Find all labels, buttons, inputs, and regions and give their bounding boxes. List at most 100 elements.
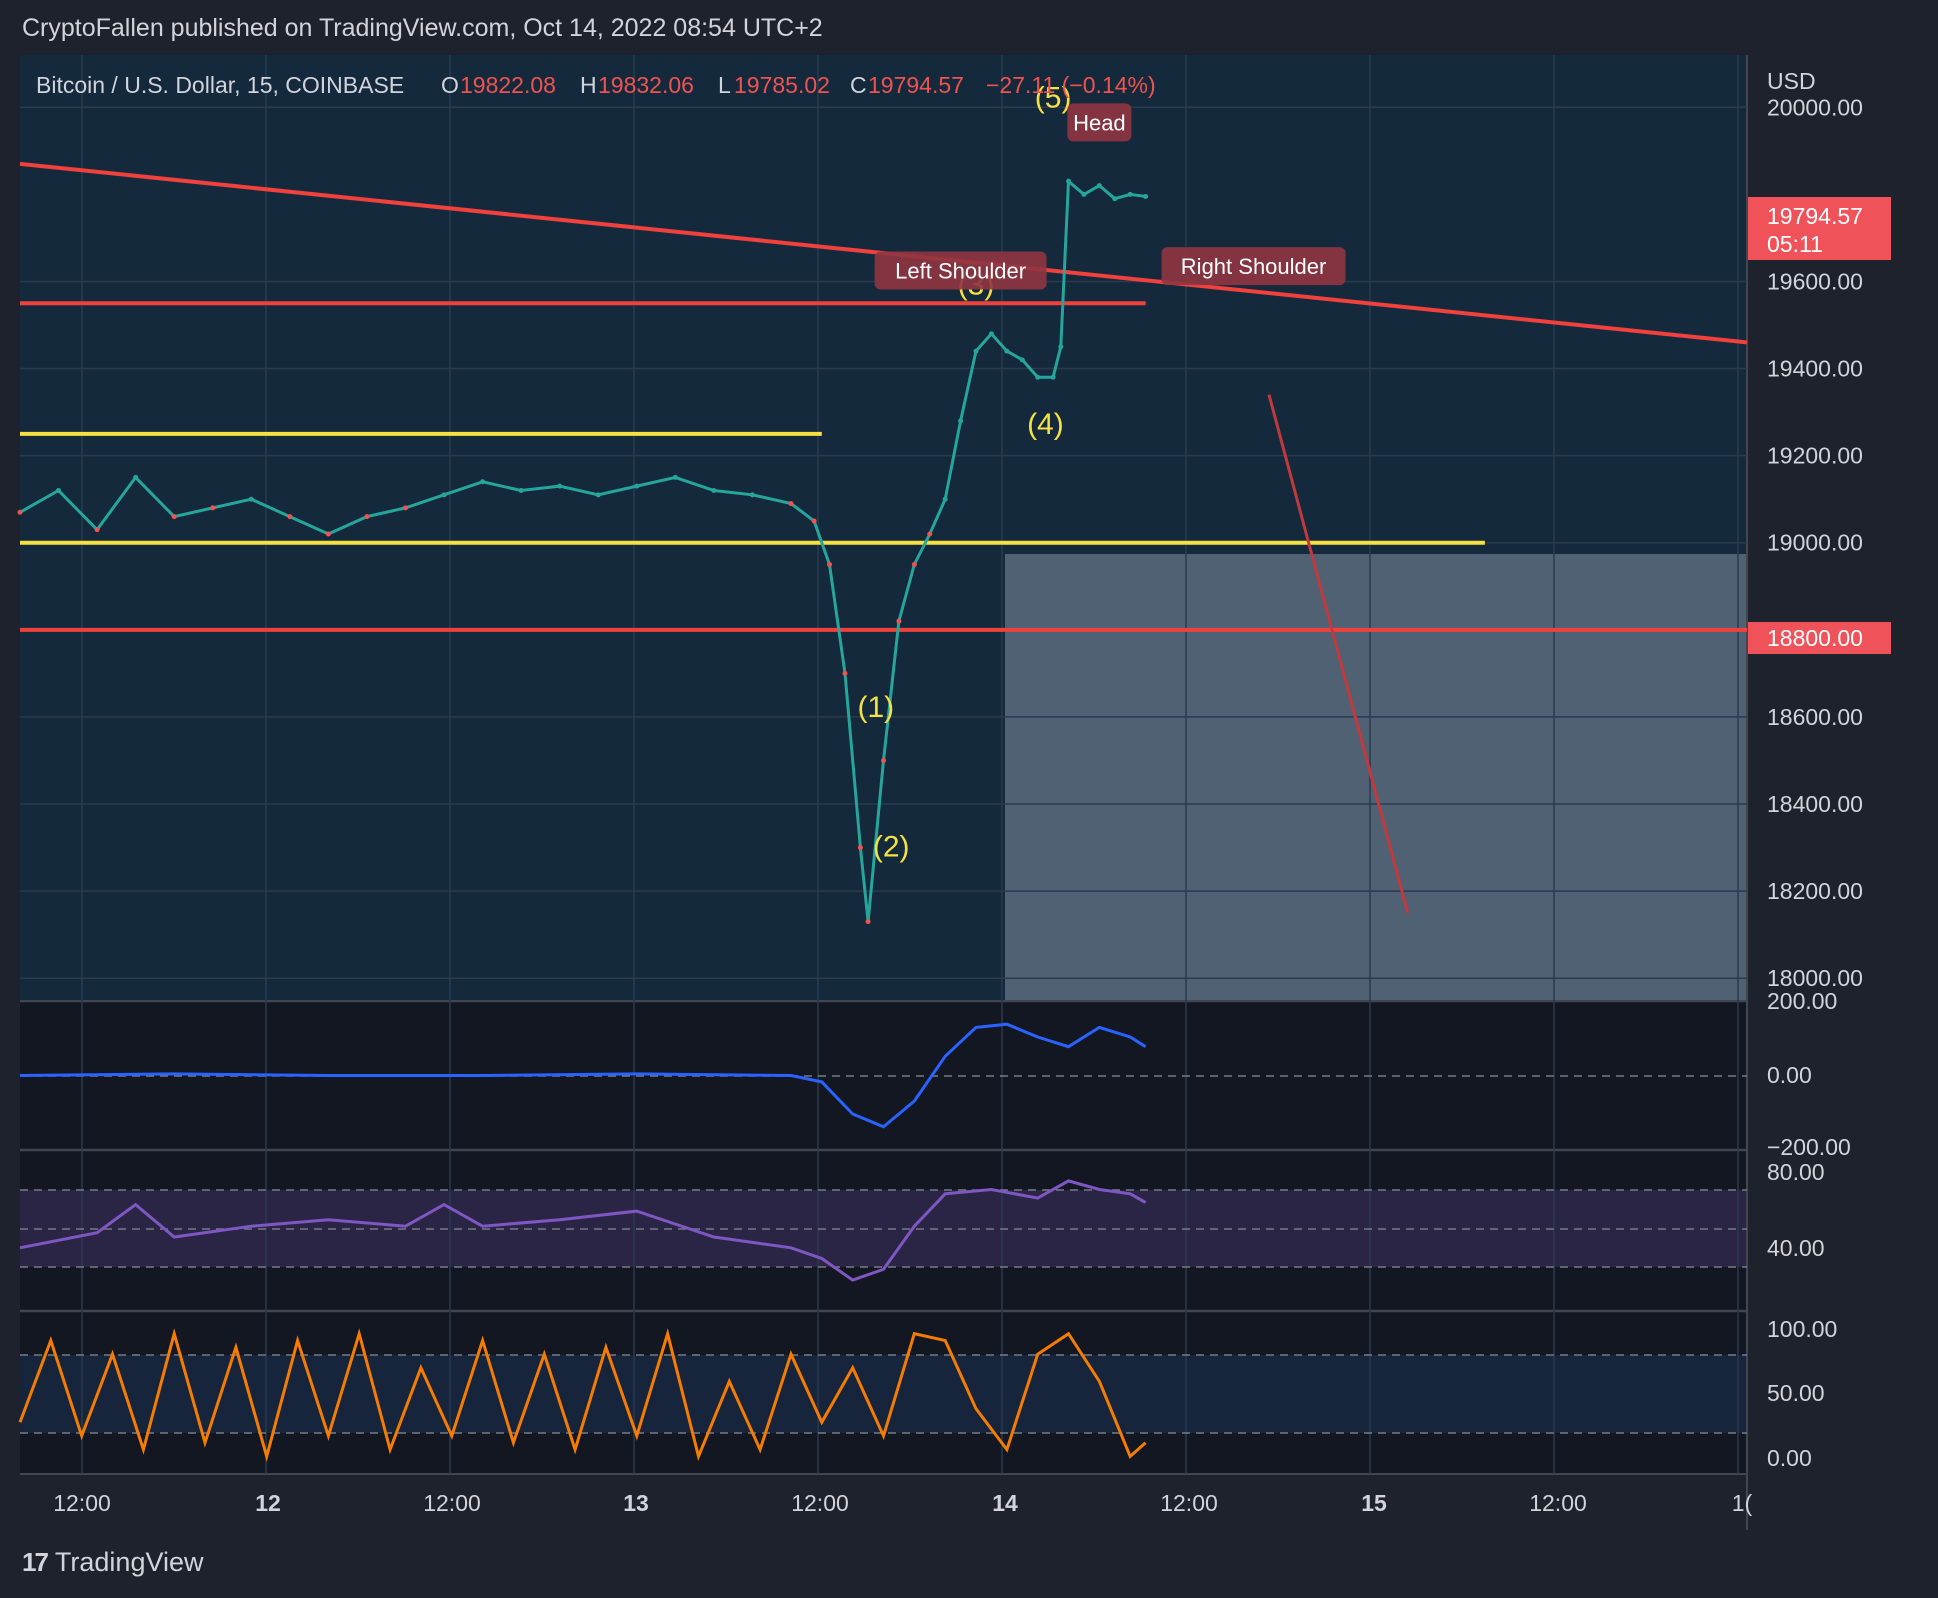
publisher-credit: CryptoFallen published on TradingView.co… xyxy=(22,14,823,42)
last-price-value: 19794.57 xyxy=(1767,203,1863,229)
price-point xyxy=(557,483,563,489)
time-axis-label: 12:00 xyxy=(423,1490,481,1516)
level-badge-value: 18800.00 xyxy=(1767,625,1863,651)
pattern-label: Left Shoulder xyxy=(895,258,1026,283)
pattern-label-box xyxy=(874,251,1047,290)
rsi-tick-label: 80.00 xyxy=(1767,1159,1825,1185)
time-axis-label: 12:00 xyxy=(791,1490,849,1516)
time-axis-label: 12 xyxy=(255,1490,281,1516)
tradingview-brand[interactable]: 17 TradingView xyxy=(22,1547,204,1578)
price-tick-label: 20000.00 xyxy=(1767,94,1863,120)
stoch-band xyxy=(20,1355,1747,1433)
price-point xyxy=(17,509,23,515)
pattern-label: Head xyxy=(1073,110,1126,135)
price-point xyxy=(287,514,293,520)
price-point xyxy=(749,492,755,498)
price-point xyxy=(1112,196,1118,202)
price-point xyxy=(1081,191,1087,197)
brand-name: TradingView xyxy=(54,1547,204,1577)
price-point xyxy=(911,562,917,568)
stoch-tick-label: 100.00 xyxy=(1767,1316,1837,1342)
price-tick-label: 19200.00 xyxy=(1767,443,1863,469)
price-point xyxy=(827,562,833,568)
price-point xyxy=(325,531,331,537)
price-tick-label: 19400.00 xyxy=(1767,356,1863,382)
price-tick-label: 19600.00 xyxy=(1767,268,1863,294)
time-axis-label: 12:00 xyxy=(1529,1490,1587,1516)
price-point xyxy=(1004,348,1010,354)
price-point xyxy=(958,418,964,424)
macd-tick-label: 200.00 xyxy=(1767,988,1837,1014)
legend-l-value: 19785.02 xyxy=(734,72,830,98)
price-point xyxy=(942,496,948,502)
currency-label: USD xyxy=(1767,68,1816,94)
pattern-label-box xyxy=(1067,103,1132,142)
legend-change: −27.11 (−0.14%) xyxy=(986,72,1156,98)
time-axis-label: 12:00 xyxy=(53,1490,111,1516)
price-point xyxy=(1035,374,1041,380)
price-point xyxy=(210,505,216,511)
price-tick-label: 18200.00 xyxy=(1767,878,1863,904)
stoch-tick-label: 0.00 xyxy=(1767,1445,1812,1471)
wave-label: (2) xyxy=(873,830,910,863)
level-badge xyxy=(1748,622,1891,654)
tradingview-logo-icon: 17 xyxy=(22,1547,49,1577)
price-point xyxy=(896,618,902,624)
price-point xyxy=(1066,178,1072,184)
price-point xyxy=(364,514,370,520)
pattern-label: Right Shoulder xyxy=(1181,254,1327,279)
legend-o-label: O xyxy=(441,72,459,98)
price-tick-label: 18600.00 xyxy=(1767,704,1863,730)
legend-symbol: Bitcoin / U.S. Dollar, 15, COINBASE xyxy=(36,72,404,98)
legend-h-label: H xyxy=(580,72,597,98)
price-point xyxy=(133,474,139,480)
price-point xyxy=(56,487,62,493)
macd-line xyxy=(19,1022,1147,1129)
macd-tick-label: 0.00 xyxy=(1767,1062,1812,1088)
time-axis-label: 12:00 xyxy=(1160,1490,1218,1516)
price-point xyxy=(672,474,678,480)
price-point xyxy=(1143,194,1149,200)
last-price-badge xyxy=(1748,197,1891,260)
price-point xyxy=(711,487,717,493)
wave-label: (1) xyxy=(857,691,894,724)
price-point xyxy=(518,487,524,493)
price-point xyxy=(865,919,871,925)
price-point xyxy=(973,348,979,354)
projection-line xyxy=(1267,394,1410,914)
price-point xyxy=(881,757,886,763)
time-axis-label: 1( xyxy=(1732,1490,1753,1516)
price-point xyxy=(1058,344,1064,350)
rsi-tick-label: 40.00 xyxy=(1767,1235,1825,1261)
legend-o-value: 19822.08 xyxy=(460,72,556,98)
price-tick-label: 19000.00 xyxy=(1767,530,1863,556)
pattern-label-box xyxy=(1161,247,1346,286)
price-point xyxy=(248,496,254,502)
price-point xyxy=(480,479,486,485)
rsi-line xyxy=(19,1179,1147,1282)
time-axis-label: 13 xyxy=(623,1490,649,1516)
price-point xyxy=(1127,191,1133,197)
price-point xyxy=(94,527,100,533)
price-point xyxy=(811,518,817,524)
price-point xyxy=(634,483,640,489)
price-point xyxy=(1050,374,1056,380)
price-point xyxy=(1019,357,1025,363)
legend-ohlc: O 19822.08 H 19832.06 L 19785.02 C 19794… xyxy=(441,72,1156,98)
last-price-countdown: 05:11 xyxy=(1767,231,1823,257)
legend-h-value: 19832.06 xyxy=(598,72,694,98)
price-point xyxy=(988,331,994,337)
price-point xyxy=(927,531,933,537)
price-point xyxy=(842,670,848,676)
target-zone xyxy=(1005,554,1747,1000)
price-point xyxy=(1096,183,1102,189)
price-tick-label: 18000.00 xyxy=(1767,965,1863,991)
price-tick-label: 18400.00 xyxy=(1767,791,1863,817)
stoch-line xyxy=(18,1328,1147,1463)
macd-tick-label: −200.00 xyxy=(1767,1134,1851,1160)
stoch-tick-label: 50.00 xyxy=(1767,1380,1825,1406)
time-axis-label: 15 xyxy=(1361,1490,1387,1516)
price-axis[interactable] xyxy=(1747,55,1938,1473)
wave-label: (5) xyxy=(1035,81,1072,114)
